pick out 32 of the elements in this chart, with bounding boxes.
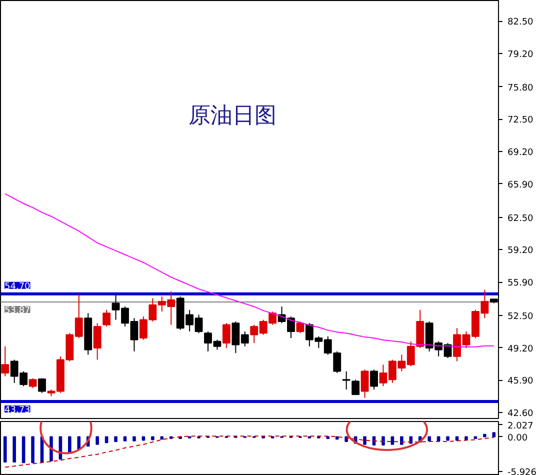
ref-line-label: 43.73 [4,406,30,416]
candlestick [342,370,350,390]
candlestick [222,322,230,349]
y-tick-label: 79.20 [508,50,534,60]
candlestick [352,379,360,396]
candlestick [28,378,37,389]
y-tick-label: 52.50 [508,312,534,322]
candlestick [1,346,10,377]
y-tick-label: 2.027 [508,422,534,432]
candlestick [360,369,369,398]
candlestick [38,378,46,394]
y-tick-label: 42.60 [508,409,534,420]
candlestick [93,322,102,360]
y-tick-label: 0.00 [508,433,528,444]
y-tick-label: 49.20 [508,344,534,354]
y-tick-label: -5.926 [508,468,537,475]
y-tick-label: 65.90 [508,180,534,190]
y-tick-label: 55.90 [508,278,534,289]
y-tick-label: 69.20 [508,148,534,158]
text: 原油日图 [188,104,276,128]
y-tick-label: 62.50 [508,214,534,224]
candlestick [296,320,304,334]
y-tick-label: 72.50 [508,116,534,126]
line-series [4,436,494,468]
y-tick-label: 45.90 [508,376,534,387]
candlestick [102,309,111,327]
ref-line-label: 54.70 [4,282,31,292]
candlestick [370,369,378,390]
y-tick-label: 59.20 [508,246,534,256]
ref-line-label: 53.87 [4,306,30,316]
y-tick-label: 82.50 [508,18,534,28]
y-tick-label: 75.80 [508,83,534,94]
